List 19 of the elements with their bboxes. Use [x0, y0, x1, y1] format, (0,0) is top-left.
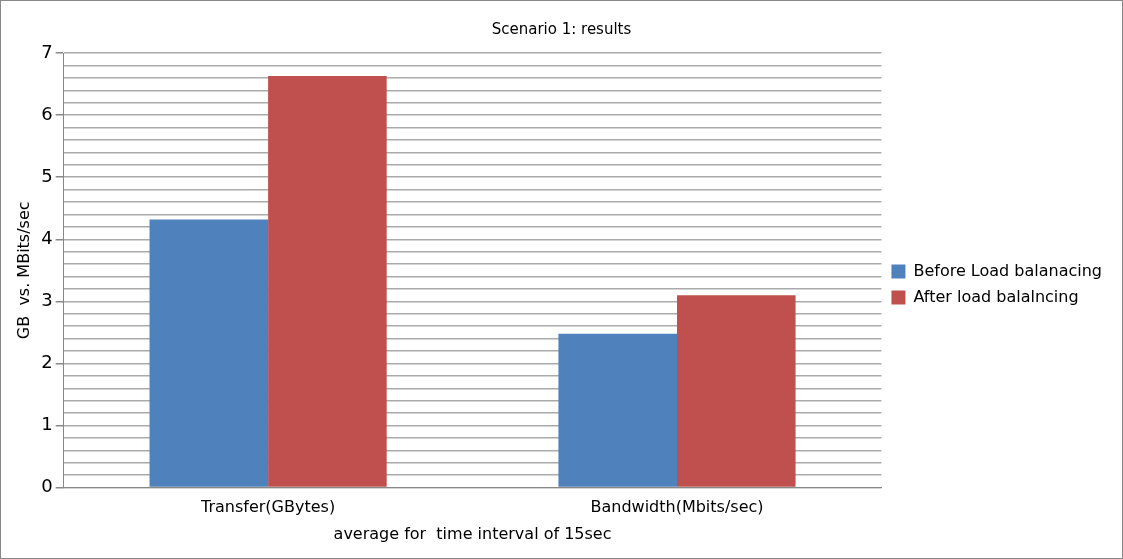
y-tick-label: 0 [41, 475, 53, 497]
y-axis-title: GB vs. MBits/sec [13, 201, 33, 340]
x-tick-label: Bandwidth(Mbits/sec) [590, 497, 764, 517]
legend-label: Before Load balanacing [913, 260, 1102, 280]
y-tick-label: 5 [41, 164, 53, 186]
x-tick-label: Transfer(GBytes) [200, 497, 336, 517]
bar [149, 219, 269, 487]
bar [558, 333, 677, 487]
legend-label: After load balalncing [913, 286, 1079, 306]
y-tick-label: 7 [41, 40, 53, 62]
bar [676, 295, 796, 487]
x-axis-title: average for time interval of 15sec [333, 523, 612, 543]
y-tick-label: 1 [41, 413, 53, 435]
y-tick-label: 2 [41, 351, 53, 373]
y-tick-label: 6 [41, 102, 53, 124]
chart-title: Scenario 1: results [491, 19, 632, 38]
y-tick-label: 4 [41, 226, 53, 248]
y-tick-label: 3 [41, 289, 53, 311]
bar [268, 75, 387, 487]
